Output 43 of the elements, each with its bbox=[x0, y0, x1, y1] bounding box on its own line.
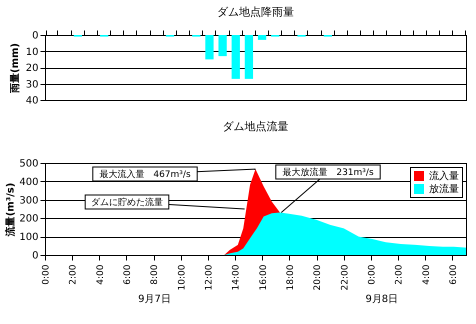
text: 9月7日 bbox=[138, 294, 171, 305]
x-tick-label: 6:00 bbox=[448, 264, 459, 285]
y-tick-label: 20 bbox=[26, 63, 38, 74]
x-tick-label: 6:00 bbox=[122, 264, 133, 285]
bar bbox=[218, 35, 227, 56]
y-tick-label: 200 bbox=[19, 214, 38, 225]
y-tick-label: 0 bbox=[32, 250, 38, 262]
bar bbox=[244, 35, 254, 79]
y-axis-title: 流量(m³/s) bbox=[4, 182, 16, 238]
x-tick-label: 22:00 bbox=[340, 264, 350, 290]
legend-label: 流入量 bbox=[429, 170, 459, 182]
chart-title: ダム地点降雨量 bbox=[217, 6, 294, 18]
chart-title: ダム地点流量 bbox=[222, 120, 288, 133]
y-axis-title: 雨量(mm) bbox=[8, 43, 21, 94]
y-tick-label: 100 bbox=[19, 232, 38, 244]
x-tick-label: 16:00 bbox=[258, 264, 269, 290]
x-tick-label: 4:00 bbox=[422, 264, 432, 285]
x-tick-label: 10:00 bbox=[177, 264, 188, 290]
y-tick-label: 40 bbox=[26, 96, 38, 106]
bar bbox=[258, 35, 266, 40]
x-tick-label: 2:00 bbox=[68, 264, 79, 285]
y-tick-label: 30 bbox=[26, 79, 38, 90]
x-tick-label: 2:00 bbox=[394, 264, 405, 285]
legend-label: 放流量 bbox=[429, 183, 459, 195]
y-tick-label: 10 bbox=[26, 46, 38, 58]
x-tick-label: 12:00 bbox=[204, 264, 214, 290]
x-tick-label: 18:00 bbox=[286, 264, 296, 290]
annotation: ダムに貯めた流量 bbox=[91, 197, 163, 208]
x-tick-label: 0:00 bbox=[367, 264, 378, 285]
y-tick-label: 300 bbox=[19, 195, 38, 206]
bar bbox=[205, 35, 214, 60]
annotation: 最大放流量 231m³/s bbox=[282, 167, 374, 178]
annotation: 最大流入量 467m³/s bbox=[99, 169, 191, 180]
x-tick-label: 20:00 bbox=[313, 264, 324, 290]
x-tick-label: 14:00 bbox=[232, 264, 242, 290]
bar bbox=[232, 35, 240, 79]
y-tick-label: 500 bbox=[19, 158, 38, 170]
x-tick-label: 0:00 bbox=[42, 264, 52, 285]
x-tick-label: 8:00 bbox=[150, 264, 160, 285]
text: 9月8日 bbox=[365, 294, 398, 305]
y-tick-label: 0 bbox=[32, 30, 38, 42]
y-tick-label: 400 bbox=[19, 176, 38, 188]
x-tick-label: 4:00 bbox=[96, 264, 106, 285]
